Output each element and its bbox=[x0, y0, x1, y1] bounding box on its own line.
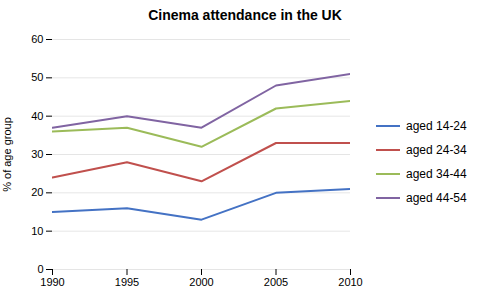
svg-text:40: 40 bbox=[31, 110, 43, 122]
svg-text:50: 50 bbox=[31, 71, 43, 83]
svg-text:% of age group: % of age group bbox=[1, 117, 13, 192]
svg-text:30: 30 bbox=[31, 148, 43, 160]
svg-text:60: 60 bbox=[31, 33, 43, 45]
svg-text:10: 10 bbox=[31, 225, 43, 237]
html-text:aged 44-54: aged 44-54 bbox=[406, 191, 467, 205]
svg-text:0: 0 bbox=[37, 263, 43, 275]
svg-text:1995: 1995 bbox=[115, 276, 139, 288]
svg-text:1990: 1990 bbox=[40, 276, 64, 288]
svg-text:2010: 2010 bbox=[338, 276, 362, 288]
html-text:aged 24-34: aged 24-34 bbox=[406, 143, 467, 157]
svg-text:2000: 2000 bbox=[189, 276, 213, 288]
html-text:Cinema attendance in the UK: Cinema attendance in the UK bbox=[148, 7, 342, 23]
html-text:aged 34-44: aged 34-44 bbox=[406, 167, 467, 181]
html-text:aged 14-24: aged 14-24 bbox=[406, 119, 467, 133]
svg-text:20: 20 bbox=[31, 186, 43, 198]
svg-text:2005: 2005 bbox=[264, 276, 288, 288]
